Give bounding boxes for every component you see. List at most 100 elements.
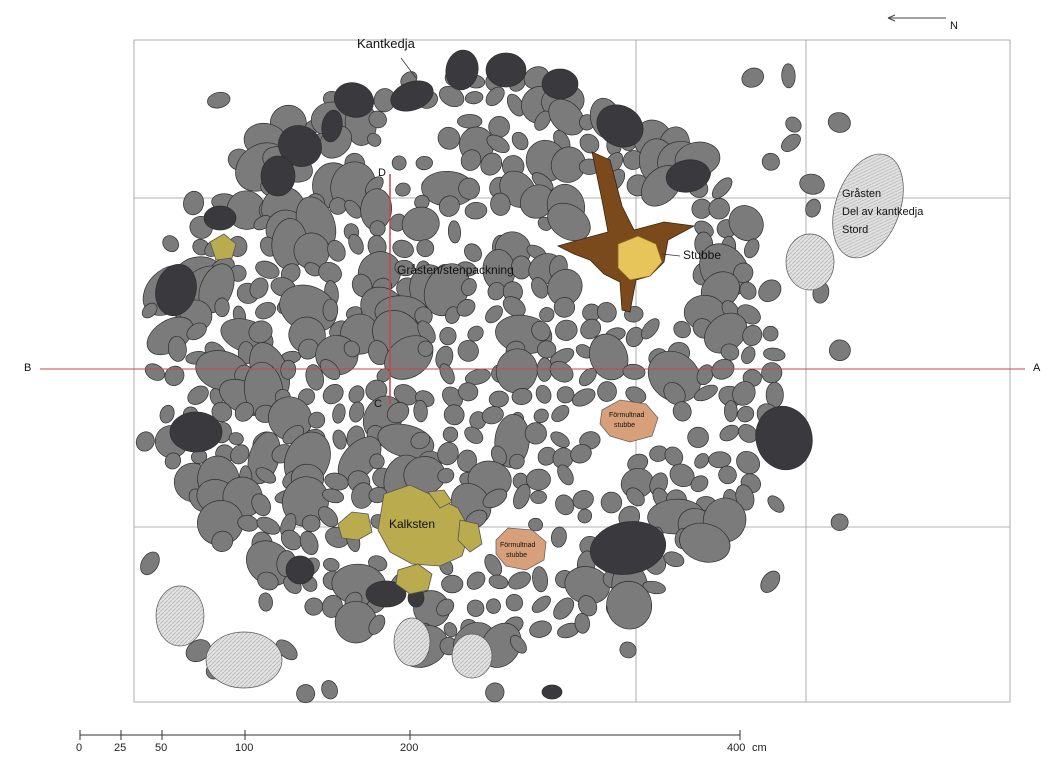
grey-stone [437,467,455,484]
grid-frame [133,39,1011,703]
grey-stone [445,306,461,324]
grey-stone [718,465,737,485]
decayed-stump-2 [495,527,547,571]
grey-stone [485,305,503,324]
limestone-piece [457,519,483,553]
grey-stone [258,592,273,612]
label-north: N [950,20,958,32]
grey-stone [466,599,485,617]
grey-stone [580,318,602,340]
grey-stone [549,361,574,383]
grey-stone [334,600,378,644]
edge-chain-stone [333,82,375,118]
grey-stone [386,402,410,424]
grey-stone [694,384,718,402]
grey-stone [530,490,547,504]
grey-stone [551,526,567,548]
grey-stone [578,595,598,617]
grey-stone [348,233,364,255]
grey-stone [486,598,501,614]
grey-stone [577,508,593,524]
grey-stone [344,199,362,219]
grey-stone [437,126,461,150]
grey-stone [513,483,531,510]
grey-stone [553,297,576,318]
label-kalksten: Kalksten [389,517,436,531]
grey-stone [510,635,527,654]
limestone-piece [427,489,453,509]
grey-stone [719,424,740,442]
grey-stone [322,488,345,504]
grey-stone [464,243,482,262]
grey-stone [551,405,570,422]
grey-stone [437,442,459,466]
grey-stone [579,133,600,154]
edge-chain-stone [390,80,434,112]
grey-stone [305,364,324,391]
grey-stone [467,325,484,342]
grey-stone [829,339,851,362]
grey-stone [556,386,575,404]
stubbe-leader [661,253,681,257]
edge-chain-stone [169,411,223,453]
grey-stone [135,431,155,452]
stump [556,151,696,313]
grey-stone [696,364,714,386]
grey-stone [505,593,524,612]
grey-stone [626,487,645,507]
grey-stone [417,340,434,357]
grey-stone [207,91,231,109]
grey-stone [228,432,244,446]
decayed-stumps [495,399,659,571]
grey-stone [464,91,484,105]
grey-stone [438,195,460,217]
grey-stone [724,400,738,422]
grey-stone [490,192,511,216]
grey-stone [574,613,590,634]
grey-stone [460,149,482,171]
grey-stone [457,339,479,362]
grey-stone [799,173,825,195]
edge-chain-stone [203,205,237,231]
grey-stone [690,475,709,492]
grey-stone [488,116,510,138]
grey-stone [490,445,507,466]
grey-stone [332,403,346,424]
edge-chain-stones [155,49,813,700]
grey-stone [619,641,637,659]
grey-stone [555,494,575,516]
label-formultnad-2: Förmultnad [500,542,536,549]
grey-stone [531,277,549,299]
grey-stone [466,571,486,590]
grey-stone [672,401,692,422]
grey-stone [531,595,551,613]
scale-tick-25: 25 [114,742,127,754]
grey-stone [732,381,756,406]
grey-stone [230,444,250,465]
grey-stone [144,363,165,381]
grey-stone [255,260,280,279]
grey-stone [319,359,341,380]
grey-stone [495,348,538,394]
grey-stone [322,384,344,405]
grey-stone [413,400,428,423]
edge-chain-stone [365,580,407,608]
grey-stone [502,296,526,318]
label-del-av-kantkedja: Del av kantkedja [842,206,924,218]
grey-stone [368,340,389,366]
grey-stone [738,424,758,443]
grey-stone [249,277,269,299]
grey-stone [457,114,483,129]
grey-stone [439,326,457,346]
grey-stone [162,235,180,253]
grey-stone [140,551,160,576]
grey-stone [606,580,653,630]
grey-stone [548,98,585,136]
limestone-main [377,484,471,567]
grey-stone [511,388,533,405]
label-stord: Stord [842,224,869,236]
label-grasten-right: Gråsten [842,188,882,200]
scale-unit: cm [752,742,767,754]
